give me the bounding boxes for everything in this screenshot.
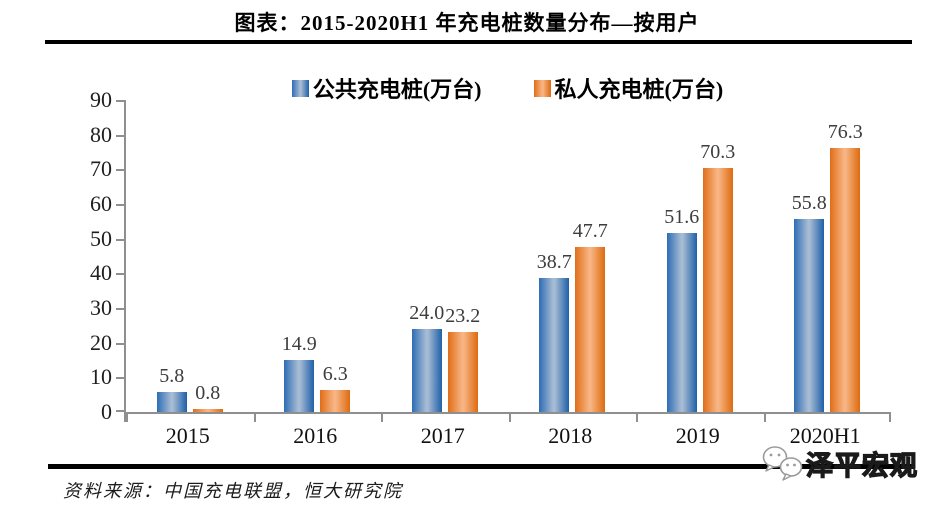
y-axis-tick [116,273,124,276]
y-axis-tick [116,377,124,380]
bar-public: 55.8 [792,192,827,412]
bar-value-label: 51.6 [664,206,700,229]
bar-public: 14.9 [282,333,317,412]
x-axis-tick [763,414,766,422]
bar-value-label: 70.3 [700,141,736,164]
bar-private: 0.8 [192,382,223,412]
x-axis-label: 2020H1 [789,423,861,448]
bar-public: 5.8 [156,365,187,412]
x-axis-labels: 2015 2016 2017 2018 2019 2020H1 [124,423,889,449]
bar-public: 51.6 [664,206,699,412]
bar-value-label: 6.3 [322,363,348,386]
footer-divider [48,464,915,469]
y-axis-tick [116,100,124,102]
bar-value-label: 38.7 [536,250,572,273]
bar-private: 70.3 [700,141,735,412]
watermark-text: 泽平宏观 [805,450,918,481]
legend: 公共充电桩(万台) 私人充电桩(万台) [124,72,891,104]
x-axis-tick [253,414,256,422]
bar-group: 24.0 23.2 [381,302,509,412]
bar-group: 5.8 0.8 [126,365,254,412]
y-axis-stub [124,414,126,422]
y-axis-label: 90 [90,87,112,112]
title-divider [45,40,912,44]
x-axis-tick [636,414,638,422]
y-axis-label: 50 [90,225,112,251]
legend-label-public: 公共充电桩(万台) [312,77,482,102]
bar-group: 51.6 70.3 [636,141,764,412]
bar-value-label: 76.3 [827,120,863,143]
y-axis-label: 70 [90,156,112,182]
bar-value-label: 23.2 [445,304,481,327]
x-axis-label: 2015 [165,423,210,448]
bar-private: 23.2 [445,305,480,412]
y-axis-tick [116,308,124,310]
y-axis-tick [116,238,124,241]
plot-area: 5.8 0.8 14.9 6.3 24.0 23.2 38.7 47.7 51.6 70.3 55.… [90,88,891,424]
bar-private: 76.3 [828,121,863,412]
legend-item-private: 私人充电桩(万台) [533,72,724,104]
bar-group: 14.9 6.3 [254,333,382,412]
y-axis-label: 60 [90,191,112,216]
y-axis-label: 0 [101,399,112,424]
y-axis-tick [116,342,124,345]
x-axis-label: 2019 [675,423,720,448]
x-axis-label: 2018 [548,423,593,448]
bar-group: 38.7 47.7 [509,220,637,412]
bar-value-label: 24.0 [409,301,445,324]
x-axis-tick [508,414,511,422]
bar-private: 6.3 [320,363,351,412]
legend-label-private: 私人充电桩(万台) [554,77,724,102]
y-axis-label: 40 [90,260,112,286]
bar-private: 47.7 [573,220,608,412]
y-axis-label: 30 [90,295,112,320]
x-axis-label: 2016 [293,423,338,448]
bar-public: 24.0 [409,302,444,412]
x-axis-label: 2017 [420,423,465,448]
wechat-icon [762,446,803,481]
y-axis-tick [116,169,124,172]
bar-value-label: 5.8 [159,364,185,387]
bar-value-label: 0.8 [195,382,221,405]
source-note: 资料来源：中国充电联盟，恒大研究院 [63,481,403,501]
watermark: 泽平宏观 [762,443,918,483]
bar-value-label: 14.9 [281,333,317,356]
bar-group: 55.8 76.3 [764,121,892,412]
bar-groups: 5.8 0.8 14.9 6.3 24.0 23.2 38.7 47.7 51.6 70.3 55.… [126,100,891,412]
bar-value-label: 55.8 [791,191,827,214]
y-axis-label: 20 [90,329,112,355]
chart-title: 图表：2015-2020H1 年充电桩数量分布—按用户 [234,11,700,35]
legend-marker-public [291,79,309,97]
x-axis-tick [381,414,383,422]
x-axis-tick [126,414,128,422]
y-axis-tick [116,134,124,137]
y-axis-label: 10 [90,364,112,390]
legend-marker-private [533,79,551,97]
y-axis-label: 80 [90,121,112,147]
bar-public: 38.7 [537,251,572,412]
bar-value-label: 47.7 [572,219,608,242]
x-axis-tick [889,414,891,422]
legend-item-public: 公共充电桩(万台) [291,72,482,104]
y-axis-tick [116,204,124,206]
y-axis-tick [116,410,124,412]
